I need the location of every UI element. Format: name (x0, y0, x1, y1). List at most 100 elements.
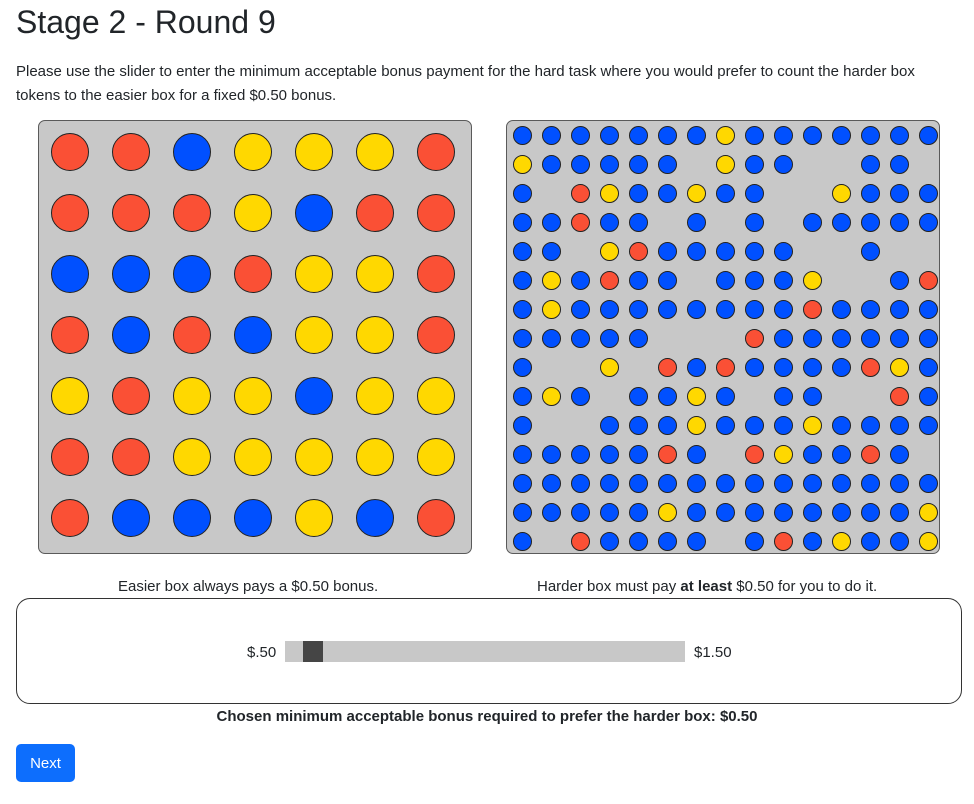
token-red (173, 194, 211, 232)
token-blue (570, 473, 590, 493)
token-yellow (657, 502, 677, 522)
token-blue (599, 415, 619, 435)
token-blue (773, 270, 793, 290)
token-blue (173, 499, 211, 537)
token-yellow (295, 438, 333, 476)
token-yellow (715, 125, 735, 145)
token-yellow (802, 270, 822, 290)
token-red (112, 133, 150, 171)
token-yellow (234, 438, 272, 476)
token-blue (918, 299, 938, 319)
chosen-bonus-text: Chosen minimum acceptable bonus required… (216, 708, 758, 725)
token-blue (599, 154, 619, 174)
token-blue (570, 386, 590, 406)
token-blue (860, 473, 880, 493)
token-blue (918, 415, 938, 435)
token-blue (657, 299, 677, 319)
token-blue (918, 328, 938, 348)
token-blue (773, 357, 793, 377)
bonus-slider-panel: $.50 $1.50 (16, 598, 962, 704)
token-blue (628, 415, 648, 435)
token-blue (686, 473, 706, 493)
token-blue (234, 499, 272, 537)
token-red (657, 357, 677, 377)
token-blue (918, 212, 938, 232)
token-blue (512, 299, 532, 319)
token-yellow (356, 438, 394, 476)
token-blue (831, 328, 851, 348)
token-blue (657, 386, 677, 406)
bonus-slider-track[interactable] (285, 641, 685, 662)
token-blue (657, 125, 677, 145)
token-blue (570, 502, 590, 522)
token-blue (628, 183, 648, 203)
token-yellow (686, 415, 706, 435)
easier-box-caption: Easier box always pays a $0.50 bonus. (118, 578, 379, 595)
token-blue (773, 241, 793, 261)
token-blue (918, 357, 938, 377)
token-blue (773, 125, 793, 145)
token-red (234, 255, 272, 293)
token-blue (802, 473, 822, 493)
token-yellow (541, 299, 561, 319)
token-blue (918, 125, 938, 145)
token-blue (657, 415, 677, 435)
token-red (417, 255, 455, 293)
slider-max-label: $1.50 (694, 644, 732, 661)
token-blue (512, 328, 532, 348)
token-blue (860, 183, 880, 203)
token-yellow (234, 133, 272, 171)
token-blue (541, 328, 561, 348)
token-blue (744, 473, 764, 493)
token-yellow (234, 377, 272, 415)
token-blue (860, 531, 880, 551)
token-blue (889, 531, 909, 551)
next-button[interactable]: Next (16, 744, 75, 782)
token-blue (802, 531, 822, 551)
token-blue (744, 502, 764, 522)
token-yellow (686, 386, 706, 406)
token-blue (512, 473, 532, 493)
token-yellow (295, 255, 333, 293)
token-red (51, 499, 89, 537)
token-blue (860, 299, 880, 319)
token-red (744, 444, 764, 464)
token-blue (773, 502, 793, 522)
bonus-slider-thumb[interactable] (303, 641, 323, 662)
token-red (51, 316, 89, 354)
token-yellow (51, 377, 89, 415)
token-blue (889, 183, 909, 203)
token-red (112, 438, 150, 476)
token-blue (570, 299, 590, 319)
instructions-text: Please use the slider to enter the minim… (16, 63, 915, 104)
token-blue (570, 125, 590, 145)
token-blue (802, 386, 822, 406)
token-blue (802, 357, 822, 377)
harder-caption-suffix: $0.50 for you to do it. (732, 578, 878, 595)
token-yellow (918, 502, 938, 522)
token-blue (686, 241, 706, 261)
token-blue (657, 473, 677, 493)
token-yellow (417, 377, 455, 415)
token-yellow (356, 377, 394, 415)
token-red (773, 531, 793, 551)
token-blue (570, 328, 590, 348)
token-blue (512, 415, 532, 435)
token-blue (628, 125, 648, 145)
token-blue (628, 270, 648, 290)
token-blue (860, 125, 880, 145)
token-blue (599, 299, 619, 319)
token-blue (918, 183, 938, 203)
token-blue (512, 386, 532, 406)
token-blue (512, 125, 532, 145)
token-blue (802, 328, 822, 348)
token-blue (657, 154, 677, 174)
token-blue (860, 212, 880, 232)
token-blue (628, 531, 648, 551)
token-red (112, 377, 150, 415)
token-red (570, 531, 590, 551)
token-blue (889, 212, 909, 232)
token-yellow (356, 133, 394, 171)
token-red (51, 133, 89, 171)
token-blue (512, 212, 532, 232)
